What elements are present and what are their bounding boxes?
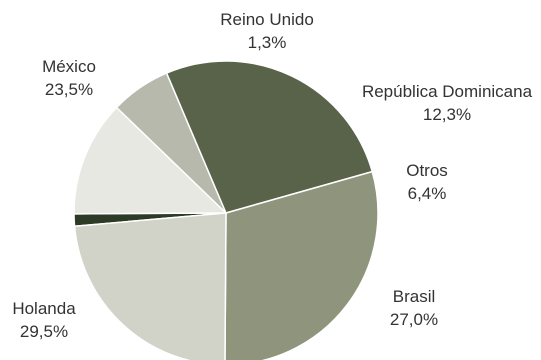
label-brasil-name: Brasil (393, 287, 436, 306)
label-republica-dominicana: República Dominicana 12,3% (362, 82, 533, 124)
pie-labels: Reino Unido 1,3% República Dominicana 12… (12, 10, 532, 341)
label-republica-dominicana-value: 12,3% (423, 105, 471, 124)
label-holanda-value: 29,5% (20, 322, 68, 341)
label-mexico-name: México (42, 57, 96, 76)
label-republica-dominicana-name: República Dominicana (362, 82, 533, 101)
pie-slice-mexico (73, 212, 227, 360)
label-otros-name: Otros (406, 161, 448, 180)
label-otros: Otros 6,4% (406, 161, 448, 203)
label-reino-unido-value: 1,3% (248, 33, 287, 52)
pie-slice-brasil (165, 60, 374, 214)
label-brasil-value: 27,0% (390, 310, 438, 329)
label-holanda: Holanda 29,5% (12, 299, 76, 341)
pie-slice-holanda (224, 170, 379, 360)
pie-slices (73, 60, 379, 360)
label-reino-unido-name: Reino Unido (220, 10, 314, 29)
label-mexico-value: 23,5% (45, 80, 93, 99)
label-otros-value: 6,4% (408, 184, 447, 203)
pie-slice-republica-dominicana (73, 106, 227, 215)
label-reino-unido: Reino Unido 1,3% (220, 10, 314, 52)
label-mexico: México 23,5% (42, 57, 96, 99)
label-holanda-name: Holanda (12, 299, 76, 318)
label-brasil: Brasil 27,0% (390, 287, 438, 329)
